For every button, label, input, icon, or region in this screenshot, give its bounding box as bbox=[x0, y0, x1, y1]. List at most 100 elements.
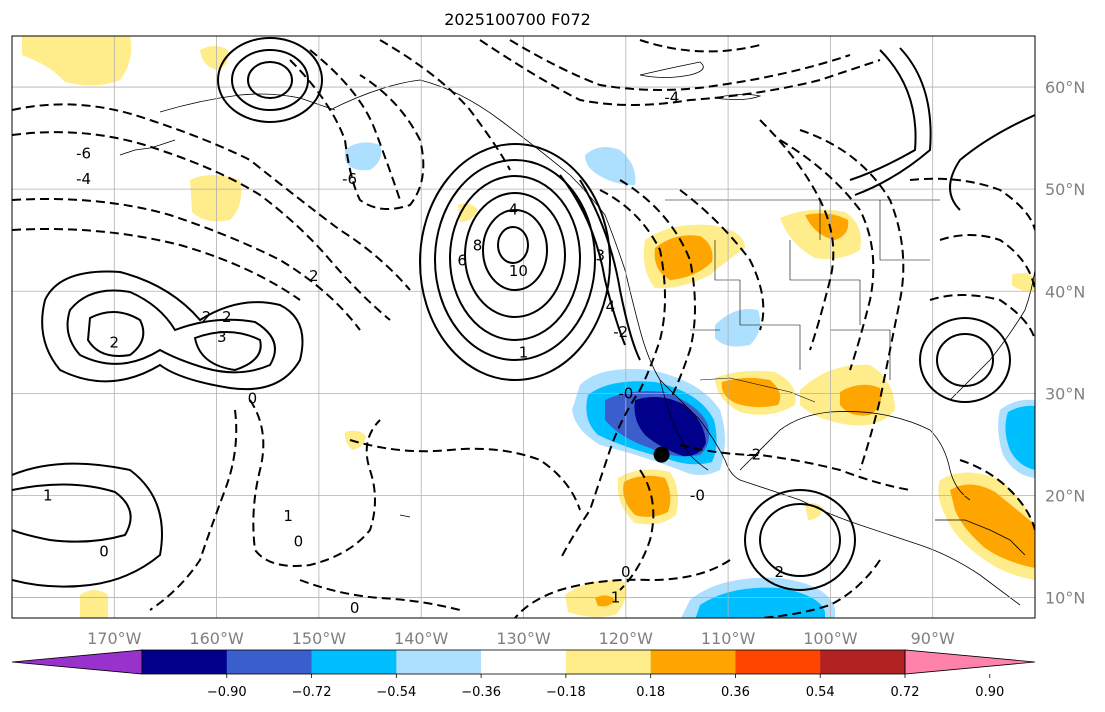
trough-contour bbox=[12, 131, 391, 321]
colorbar-tick-label: 0.54 bbox=[806, 685, 835, 700]
contour-value-label: 8 bbox=[473, 236, 483, 254]
west-pacific-contour bbox=[66, 289, 276, 374]
trough-contour bbox=[309, 49, 401, 201]
anomaly-orange bbox=[721, 377, 781, 408]
contour-value-label: 0 bbox=[621, 563, 631, 581]
southwest-contour bbox=[12, 462, 163, 588]
cuba-line bbox=[935, 519, 1026, 556]
northeast-contour bbox=[849, 49, 917, 181]
west-pacific-contour bbox=[86, 311, 145, 357]
latitude-tick-label: 60°N bbox=[1045, 78, 1085, 97]
contour-value-label: 1 bbox=[611, 589, 621, 607]
hawaii-island-line bbox=[399, 514, 411, 518]
dashed-contours bbox=[12, 39, 1035, 618]
high-contour bbox=[464, 192, 566, 318]
contour-value-label: -6 bbox=[342, 170, 357, 188]
colorbar-segment bbox=[820, 650, 906, 674]
colorbar-segment bbox=[650, 650, 736, 674]
trough-contour bbox=[619, 469, 655, 591]
longitude-tick-label: 150°W bbox=[292, 629, 347, 648]
colorbar-segment bbox=[565, 650, 652, 674]
contour-value-label: -6 bbox=[76, 144, 91, 162]
map-frame bbox=[11, 35, 1036, 619]
contour-value-label: 3 bbox=[595, 247, 605, 265]
contour-value-label: -0 bbox=[618, 384, 633, 402]
central-america-coast-line bbox=[739, 479, 1021, 606]
anomaly-orange bbox=[950, 484, 1035, 568]
trough-contour bbox=[619, 179, 696, 401]
latitude-tick-label: 30°N bbox=[1045, 384, 1085, 403]
northwest-contour bbox=[217, 37, 323, 123]
anomaly-yellow bbox=[80, 590, 108, 618]
colorbar-tick-label: 0.72 bbox=[891, 685, 920, 700]
longitude-tick-label: 90°W bbox=[911, 629, 955, 648]
anomaly-yellow bbox=[200, 46, 229, 70]
contour-value-label: 10 bbox=[509, 262, 528, 280]
contour-value-label: 2 bbox=[202, 308, 212, 326]
colorbar-tick-labels: −0.90 −0.72 −0.54 −0.36 −0.18 0.18 0.36 0.54 0.7… bbox=[207, 674, 1004, 700]
colorbar-tick-label: 0.18 bbox=[636, 685, 665, 700]
coastal-contour bbox=[559, 174, 626, 346]
latitude-tick-label: 10°N bbox=[1045, 589, 1085, 608]
anomaly-light-blue bbox=[345, 142, 382, 171]
trough-contour bbox=[12, 103, 411, 291]
contour-value-label: 2 bbox=[309, 267, 319, 285]
west-pacific-contour bbox=[41, 270, 304, 391]
colorbar-tick-label: −0.54 bbox=[376, 685, 416, 700]
colorbar-outline bbox=[141, 649, 906, 675]
eastern-dashed-contour bbox=[959, 459, 1035, 531]
contour-value-label: 4 bbox=[508, 201, 518, 219]
eastern-contour bbox=[919, 317, 1011, 403]
contour-value-label: -4 bbox=[76, 170, 91, 188]
contour-value-label: 2 bbox=[774, 563, 784, 581]
eastern-contour bbox=[936, 333, 994, 387]
longitude-tick-label: 170°W bbox=[87, 629, 142, 648]
solid-contours bbox=[12, 37, 1035, 591]
colorbar-tick-label: −0.72 bbox=[292, 685, 332, 700]
high-contour bbox=[419, 143, 611, 381]
us-mexico-border bbox=[699, 377, 816, 403]
trough-contour bbox=[759, 559, 881, 618]
trough-contour bbox=[12, 198, 361, 331]
eastern-dashed-contour bbox=[939, 234, 1035, 291]
high-contour bbox=[449, 175, 581, 341]
southwest-contour bbox=[12, 483, 132, 543]
high-contour bbox=[497, 226, 529, 264]
contour-value-label: 2 bbox=[110, 333, 120, 351]
trough-contour bbox=[559, 189, 666, 561]
coastal-contour bbox=[579, 179, 641, 361]
colorbar-tick-label: −0.18 bbox=[546, 685, 586, 700]
trough-contour bbox=[679, 444, 911, 491]
colorbar-tick-label: −0.36 bbox=[461, 685, 501, 700]
trough-contour bbox=[779, 139, 875, 371]
southern-contour bbox=[759, 503, 841, 577]
trough-contour bbox=[289, 59, 425, 210]
eastern-dashed-contour bbox=[929, 294, 1035, 341]
anomaly-blue bbox=[1005, 405, 1035, 470]
northwest-contour bbox=[247, 61, 293, 99]
colorbar-segment bbox=[735, 650, 821, 674]
colorbar-tick-label: 0.90 bbox=[975, 685, 1004, 700]
longitude-tick-label: 130°W bbox=[496, 629, 551, 648]
eastern-dashed-contour bbox=[909, 177, 1035, 231]
anomaly-orange bbox=[654, 235, 713, 280]
trough-contour bbox=[514, 559, 731, 618]
contour-value-label: 1 bbox=[43, 486, 53, 504]
ridge-contour bbox=[639, 39, 761, 53]
colorbar-segment bbox=[481, 650, 567, 674]
state-boundaries bbox=[690, 200, 930, 380]
contour-value-label: 0 bbox=[99, 543, 109, 561]
northwest-contour bbox=[231, 49, 309, 111]
high-contour bbox=[434, 159, 596, 361]
subtropical-contour bbox=[249, 399, 381, 567]
anomaly-yellow bbox=[1012, 273, 1035, 292]
colorbar bbox=[11, 649, 1036, 675]
ridge-contour bbox=[509, 39, 851, 91]
latitude-tick-label: 40°N bbox=[1045, 282, 1085, 301]
latitude-labels: 60°N 50°N 40°N 30°N 20°N 10°N bbox=[1045, 78, 1085, 608]
contour-value-label: -4 bbox=[664, 88, 679, 106]
gridlines bbox=[12, 36, 1035, 618]
contour-value-label: 3 bbox=[217, 328, 227, 346]
longitude-tick-label: 110°W bbox=[701, 629, 756, 648]
contour-value-label: 6 bbox=[457, 252, 467, 270]
